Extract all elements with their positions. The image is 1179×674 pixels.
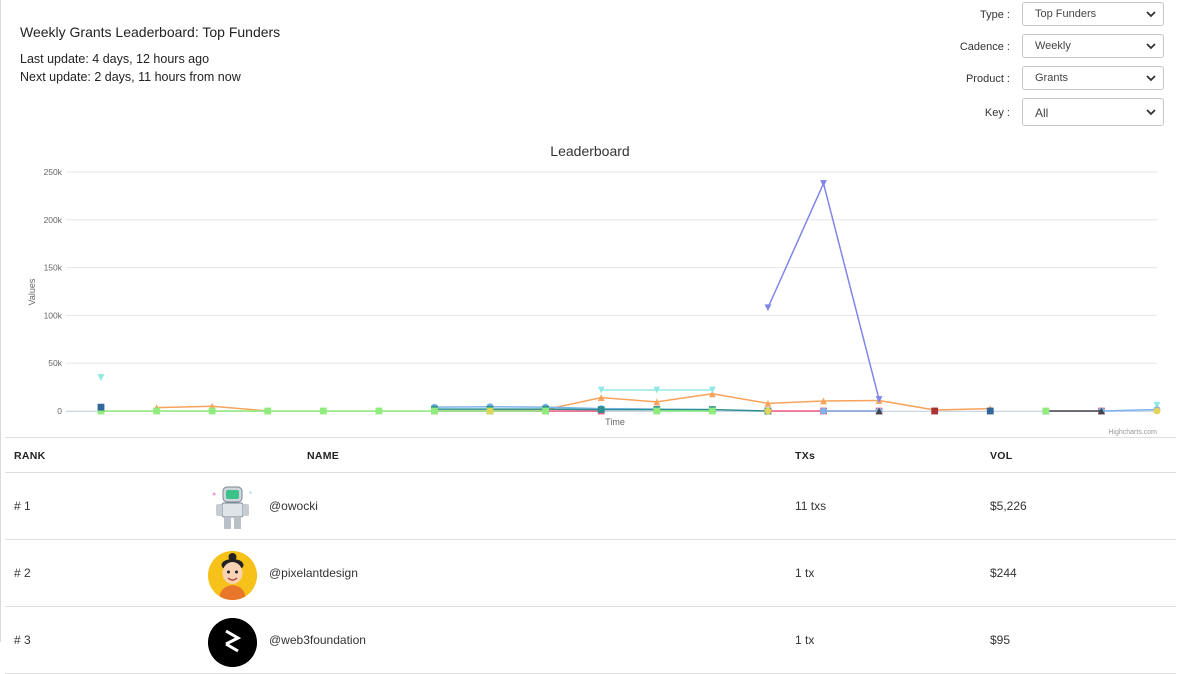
filter-product-label: Product : <box>966 73 1010 85</box>
filter-key-value: All <box>1035 106 1048 120</box>
filter-product-row: Product : Grants <box>940 65 1168 93</box>
series-line-segment <box>601 398 657 402</box>
next-update-text: Next update: 2 days, 11 hours from now <box>20 68 280 86</box>
filter-key-label: Key : <box>985 107 1010 119</box>
data-point-marker[interactable] <box>765 408 772 415</box>
data-point-marker[interactable] <box>598 406 605 413</box>
table-row[interactable]: # 3 @web3foundation 1 tx $95 <box>5 607 1176 674</box>
txs-cell: 1 tx <box>795 633 814 647</box>
data-point-marker[interactable] <box>987 408 994 415</box>
cartoon-face-avatar-icon <box>208 551 257 600</box>
filter-product-select[interactable]: Grants <box>1022 66 1164 90</box>
data-point-marker[interactable] <box>1042 408 1049 415</box>
rank-cell: # 1 <box>14 499 31 513</box>
data-point-marker[interactable] <box>320 408 327 415</box>
header-txs: TXs <box>795 450 815 462</box>
data-point-marker[interactable] <box>709 408 716 415</box>
y-tick-label: 50k <box>48 358 62 368</box>
y-axis-title: Values <box>27 278 37 305</box>
y-tick-label: 150k <box>44 263 63 273</box>
series-line-segment <box>768 401 824 403</box>
robot-avatar-icon <box>208 484 257 533</box>
header-name: NAME <box>307 450 339 462</box>
leaderboard-table: RANK NAME TXs VOL # 1 @owocki 11 txs $5,… <box>5 437 1176 674</box>
vol-cell: $5,226 <box>990 499 1027 513</box>
filter-cadence-label: Cadence : <box>960 41 1010 53</box>
filter-type-label: Type : <box>980 9 1010 21</box>
header-vol: VOL <box>990 450 1013 462</box>
filter-type-value: Top Funders <box>1035 8 1096 20</box>
data-point-marker[interactable] <box>375 408 382 415</box>
series-line-segment <box>824 183 880 399</box>
series-line-segment <box>935 409 991 410</box>
data-point-marker[interactable] <box>431 408 438 415</box>
data-point-marker[interactable] <box>820 180 827 187</box>
name-link[interactable]: @pixelantdesign <box>269 566 358 580</box>
table-row[interactable]: # 1 @owocki 11 txs $5,226 <box>5 473 1176 540</box>
data-point-marker[interactable] <box>264 408 271 415</box>
y-tick-label: 250k <box>44 167 63 177</box>
name-link[interactable]: @web3foundation <box>269 633 366 647</box>
avatar[interactable] <box>208 618 257 667</box>
series-line-segment <box>157 406 213 407</box>
chart-grid: 0 50k 100k 150k 200k 250k <box>44 167 1157 416</box>
chart-title: Leaderboard <box>550 143 629 159</box>
series-line-segment <box>712 394 768 404</box>
avatar[interactable] <box>208 484 257 533</box>
web3-logo-avatar-icon <box>208 618 257 667</box>
y-tick-label: 100k <box>44 310 63 320</box>
data-point-marker[interactable] <box>153 408 160 415</box>
chevron-down-icon <box>1145 40 1157 52</box>
filter-cadence-value: Weekly <box>1035 40 1071 52</box>
data-point-marker[interactable] <box>653 408 660 415</box>
chevron-down-icon <box>1145 106 1157 118</box>
series-line-segment <box>768 183 824 307</box>
chevron-down-icon <box>1145 8 1157 20</box>
vol-cell: $95 <box>990 633 1010 647</box>
page-title: Weekly Grants Leaderboard: Top Funders <box>20 24 280 40</box>
y-tick-label: 0 <box>57 406 62 416</box>
data-point-marker[interactable] <box>209 408 216 415</box>
filter-cadence-row: Cadence : Weekly <box>940 33 1168 61</box>
x-axis-title: Time <box>605 417 625 427</box>
data-point-marker[interactable] <box>931 408 938 415</box>
table-header: RANK NAME TXs VOL <box>5 437 1176 473</box>
series-line-segment <box>657 394 713 402</box>
rank-cell: # 2 <box>14 566 31 580</box>
series-line-segment <box>879 400 935 410</box>
filter-type-row: Type : Top Funders <box>940 1 1168 29</box>
vol-cell: $244 <box>990 566 1017 580</box>
filter-type-select[interactable]: Top Funders <box>1022 2 1164 26</box>
name-link[interactable]: @owocki <box>269 499 318 513</box>
filter-product-value: Grants <box>1035 72 1068 84</box>
data-point-marker[interactable] <box>820 408 827 415</box>
data-point-marker[interactable] <box>765 304 772 311</box>
table-row[interactable]: # 2 @pixelantdesign 1 tx $244 <box>5 540 1176 607</box>
rank-cell: # 3 <box>14 633 31 647</box>
avatar[interactable] <box>208 551 257 600</box>
txs-cell: 11 txs <box>795 499 826 513</box>
filter-key-row: Key : All <box>940 97 1168 125</box>
data-point-marker[interactable] <box>98 404 105 411</box>
filter-key-select[interactable]: All <box>1022 98 1164 126</box>
data-point-marker[interactable] <box>487 408 494 415</box>
last-update-text: Last update: 4 days, 12 hours ago <box>20 50 280 68</box>
leaderboard-header: Weekly Grants Leaderboard: Top Funders L… <box>20 24 280 86</box>
chevron-down-icon <box>1145 72 1157 84</box>
highcharts-credit[interactable]: Highcharts.com <box>1108 429 1157 436</box>
y-tick-label: 200k <box>44 215 63 225</box>
series-9 <box>931 408 938 415</box>
data-point-marker[interactable] <box>1154 408 1161 415</box>
series-2 <box>98 374 1161 409</box>
series-1 <box>765 180 883 403</box>
data-point-marker[interactable] <box>98 374 105 381</box>
chart-series <box>98 180 1161 414</box>
header-rank: RANK <box>14 450 46 462</box>
data-point-marker[interactable] <box>542 408 549 415</box>
filter-cadence-select[interactable]: Weekly <box>1022 34 1164 58</box>
txs-cell: 1 tx <box>795 566 814 580</box>
